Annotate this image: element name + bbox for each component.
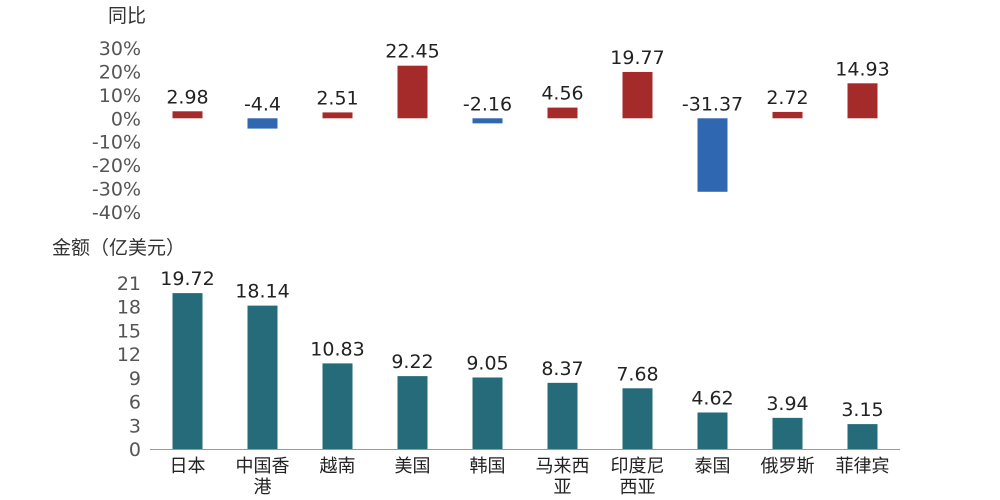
amount-bar: [472, 377, 503, 449]
amount-bar: [622, 388, 653, 449]
yoy-bar: [772, 111, 803, 119]
yoy-y-tick-label: -30%: [92, 179, 141, 201]
amount-value-label: 3.15: [841, 399, 883, 421]
amount-value-label: 8.37: [541, 358, 583, 380]
yoy-bar: [322, 112, 353, 119]
yoy-y-tick-label: 10%: [99, 85, 141, 107]
yoy-chart-title: 同比: [108, 5, 146, 27]
x-category-label: 马来西亚: [536, 456, 590, 498]
x-category-label: 日本: [170, 456, 206, 477]
yoy-y-tick-label: -20%: [92, 155, 141, 177]
yoy-value-label: -31.37: [682, 93, 743, 115]
yoy-y-tick-label: 0%: [111, 108, 141, 130]
yoy-bar: [697, 118, 728, 192]
amount-bar: [397, 376, 428, 449]
amount-value-label: 9.05: [466, 352, 508, 374]
yoy-y-tick-label: 20%: [99, 61, 141, 83]
amount-chart-title: 金额（亿美元）: [52, 237, 185, 259]
yoy-value-label: 2.98: [166, 86, 208, 108]
amount-y-tick-label: 3: [129, 415, 141, 437]
yoy-bar: [547, 107, 578, 119]
amount-bar: [847, 424, 878, 449]
yoy-value-label: 4.56: [541, 83, 583, 105]
amount-y-tick-label: 18: [117, 297, 141, 319]
x-category-label: 菲律宾: [836, 456, 890, 477]
yoy-value-label: 14.93: [835, 58, 889, 80]
yoy-bar: [397, 65, 428, 119]
x-category-label: 中国香港: [236, 456, 290, 498]
amount-bar: [547, 382, 578, 449]
yoy-value-label: -2.16: [463, 93, 512, 115]
x-category-label: 印度尼西亚: [611, 456, 665, 498]
amount-value-label: 3.94: [766, 393, 808, 415]
yoy-bar: [847, 83, 878, 119]
amount-value-label: 4.62: [691, 387, 733, 409]
amount-y-tick-label: 21: [117, 273, 141, 295]
yoy-bar: [247, 118, 278, 129]
amount-value-label: 19.72: [160, 268, 214, 290]
amount-y-tick-label: 0: [129, 439, 141, 461]
yoy-y-tick-label: -40%: [92, 202, 141, 224]
x-category-label: 美国: [395, 456, 431, 477]
yoy-bar: [622, 71, 653, 119]
yoy-value-label: 2.72: [766, 87, 808, 109]
yoy-value-label: 22.45: [385, 41, 439, 63]
x-category-label: 韩国: [470, 456, 506, 477]
amount-value-label: 7.68: [616, 363, 658, 385]
x-category-label: 俄罗斯: [761, 456, 815, 477]
amount-value-label: 9.22: [391, 351, 433, 373]
amount-y-tick-label: 6: [129, 392, 141, 414]
yoy-bar: [472, 118, 503, 124]
yoy-y-tick-label: -10%: [92, 132, 141, 154]
yoy-value-label: 2.51: [316, 87, 358, 109]
yoy-y-tick-label: 30%: [99, 38, 141, 60]
yoy-bar: [172, 111, 203, 119]
amount-bar: [247, 305, 278, 449]
x-category-label: 泰国: [695, 456, 731, 477]
yoy-value-label: 19.77: [610, 47, 664, 69]
amount-y-tick-label: 9: [129, 368, 141, 390]
amount-bar: [772, 417, 803, 449]
yoy-value-label: -4.4: [244, 93, 281, 115]
amount-value-label: 18.14: [235, 281, 289, 303]
x-category-label: 越南: [320, 456, 356, 477]
amount-y-tick-label: 12: [117, 344, 141, 366]
amount-bar: [697, 412, 728, 449]
amount-value-label: 10.83: [310, 338, 364, 360]
amount-bar: [322, 363, 353, 449]
amount-bar: [172, 293, 203, 449]
amount-y-tick-label: 15: [117, 320, 141, 342]
